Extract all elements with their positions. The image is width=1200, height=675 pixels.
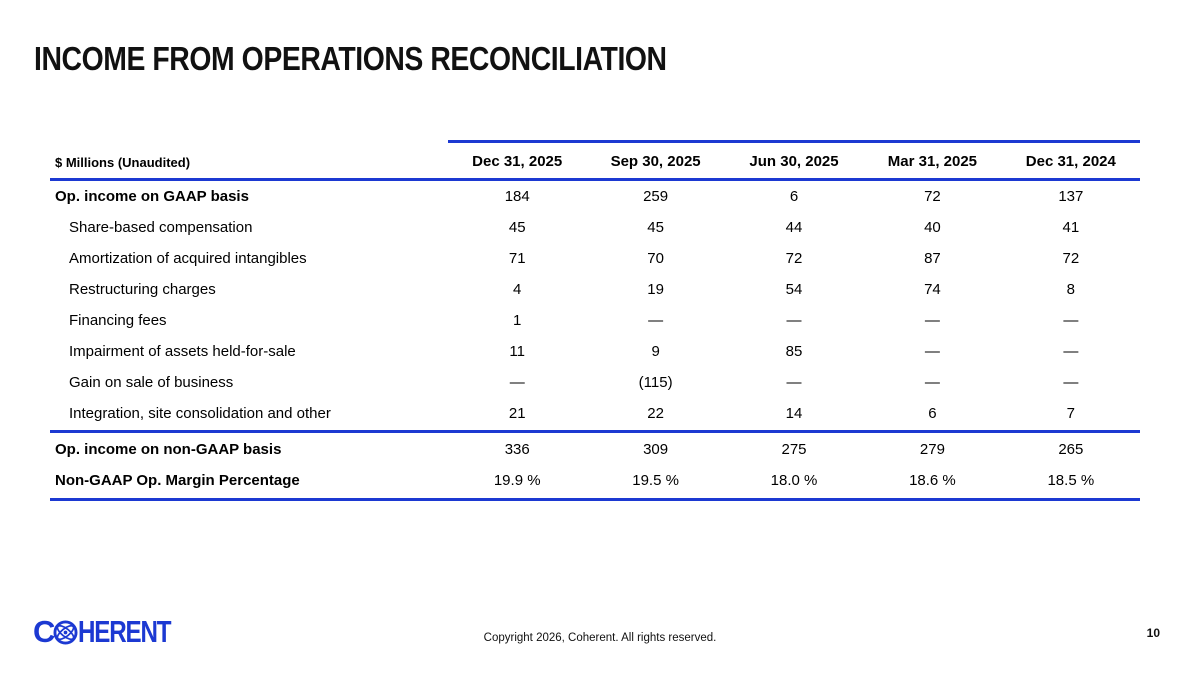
column-header: Jun 30, 2025 bbox=[749, 153, 839, 170]
row-value: 11 bbox=[509, 343, 525, 360]
row-value: — bbox=[1063, 312, 1079, 329]
row-value: 275 bbox=[781, 441, 807, 458]
table-mid-rule bbox=[50, 430, 1140, 433]
row-value: 71 bbox=[508, 250, 526, 267]
row-value: 19.5 % bbox=[632, 472, 679, 489]
table-top-rule bbox=[448, 140, 1140, 143]
row-value: 18.5 % bbox=[1047, 472, 1095, 489]
column-header: Mar 31, 2025 bbox=[887, 153, 978, 170]
row-value: 18.6 % bbox=[909, 472, 956, 489]
row-label: Non-GAAP Op. Margin Percentage bbox=[55, 472, 300, 489]
page-title: INCOME FROM OPERATIONS RECONCILIATION bbox=[34, 40, 667, 77]
row-value: — bbox=[924, 312, 940, 329]
table-row: Financing fees 1 — — — — bbox=[50, 305, 1140, 336]
row-value: 14 bbox=[785, 405, 803, 422]
row-value: — bbox=[509, 374, 525, 391]
table-body: Op. income on GAAP basis 184 259 6 72 137 Shar… bbox=[50, 181, 1140, 429]
table-totals: Op. income on non-GAAP basis 336 309 275 279… bbox=[50, 434, 1140, 496]
row-value: 45 bbox=[508, 219, 526, 236]
row-label: Op. income on non-GAAP basis bbox=[55, 441, 282, 458]
row-value: — bbox=[1063, 374, 1079, 391]
row-value: 4 bbox=[513, 281, 522, 298]
row-label: Share-based compensation bbox=[69, 219, 253, 236]
row-label: Amortization of acquired intangibles bbox=[69, 250, 307, 267]
table-row: Op. income on non-GAAP basis 336 309 275 279… bbox=[50, 434, 1140, 465]
unit-label: $ Millions (Unaudited) bbox=[55, 155, 191, 170]
table-header-row: $ Millions (Unaudited) Dec 31, 2025 Sep … bbox=[50, 140, 1140, 181]
row-value: 44 bbox=[785, 219, 803, 236]
table-row: Integration, site consolidation and othe… bbox=[50, 398, 1140, 429]
row-value: 137 bbox=[1058, 188, 1084, 205]
row-label: Gain on sale of business bbox=[69, 374, 234, 391]
row-value: 40 bbox=[924, 219, 941, 236]
table-row: Op. income on GAAP basis 184 259 6 72 137 bbox=[50, 181, 1140, 212]
table-bottom-rule bbox=[50, 498, 1140, 501]
row-value: 74 bbox=[924, 281, 941, 298]
row-value: 184 bbox=[504, 188, 530, 205]
row-value: 1 bbox=[513, 312, 522, 329]
coherent-logo: C HERENT bbox=[33, 616, 197, 647]
row-value: 72 bbox=[785, 250, 803, 267]
row-value: 8 bbox=[1066, 281, 1075, 298]
row-label: Op. income on GAAP basis bbox=[55, 188, 249, 205]
row-value: 18.0 % bbox=[770, 472, 818, 489]
row-label: Financing fees bbox=[69, 312, 167, 329]
row-value: 259 bbox=[643, 188, 669, 205]
row-value: — bbox=[786, 374, 802, 391]
row-label: Restructuring charges bbox=[69, 281, 216, 298]
row-value: 19 bbox=[647, 281, 664, 298]
table-row: Gain on sale of business — (115) — — — bbox=[50, 367, 1140, 398]
row-value: 72 bbox=[1062, 250, 1080, 267]
row-value: 9 bbox=[651, 343, 660, 360]
reconciliation-table: $ Millions (Unaudited) Dec 31, 2025 Sep … bbox=[50, 140, 1140, 501]
row-value: 45 bbox=[647, 219, 664, 236]
row-value: 309 bbox=[643, 441, 669, 458]
row-value: 72 bbox=[924, 188, 941, 205]
row-value: 6 bbox=[789, 188, 799, 205]
row-value: — bbox=[786, 312, 802, 329]
row-value: 85 bbox=[785, 343, 803, 360]
column-header: Sep 30, 2025 bbox=[610, 153, 701, 170]
row-value: 279 bbox=[919, 441, 945, 458]
row-value: 41 bbox=[1062, 219, 1080, 236]
row-value: 265 bbox=[1058, 441, 1084, 458]
row-value: 7 bbox=[1066, 405, 1075, 422]
row-value: 87 bbox=[924, 250, 941, 267]
logo-text-herent: HERENT bbox=[78, 614, 172, 649]
table-row: Non-GAAP Op. Margin Percentage 19.9 % 19.5… bbox=[50, 465, 1140, 496]
row-label: Impairment of assets held-for-sale bbox=[69, 343, 296, 360]
row-value: 336 bbox=[504, 441, 530, 458]
row-value: — bbox=[1063, 343, 1079, 360]
table-row: Restructuring charges 4 19 54 74 8 bbox=[50, 274, 1140, 305]
row-value: 21 bbox=[508, 405, 526, 422]
copyright-text: Copyright 2026, Coherent. All rights res… bbox=[483, 632, 717, 644]
atom-globe-icon bbox=[53, 620, 78, 645]
row-value: — bbox=[648, 312, 664, 329]
row-value: 6 bbox=[928, 405, 937, 422]
row-value: 54 bbox=[785, 281, 803, 298]
row-value: 22 bbox=[647, 405, 664, 422]
row-value: — bbox=[924, 374, 940, 391]
logo-text-c: C bbox=[33, 614, 56, 649]
table-row: Share-based compensation 45 45 44 40 41 bbox=[50, 212, 1140, 243]
page-number: 10 bbox=[1146, 626, 1160, 640]
row-value: — bbox=[924, 343, 940, 360]
row-label: Integration, site consolidation and othe… bbox=[69, 405, 331, 422]
row-value: 70 bbox=[647, 250, 664, 267]
table-row: Amortization of acquired intangibles 71 70… bbox=[50, 243, 1140, 274]
column-header: Dec 31, 2025 bbox=[472, 153, 563, 170]
table-row: Impairment of assets held-for-sale 11 9 85 —… bbox=[50, 336, 1140, 367]
row-value: 19.9 % bbox=[493, 472, 541, 489]
column-header: Dec 31, 2024 bbox=[1025, 153, 1116, 170]
row-value: (115) bbox=[638, 374, 673, 391]
